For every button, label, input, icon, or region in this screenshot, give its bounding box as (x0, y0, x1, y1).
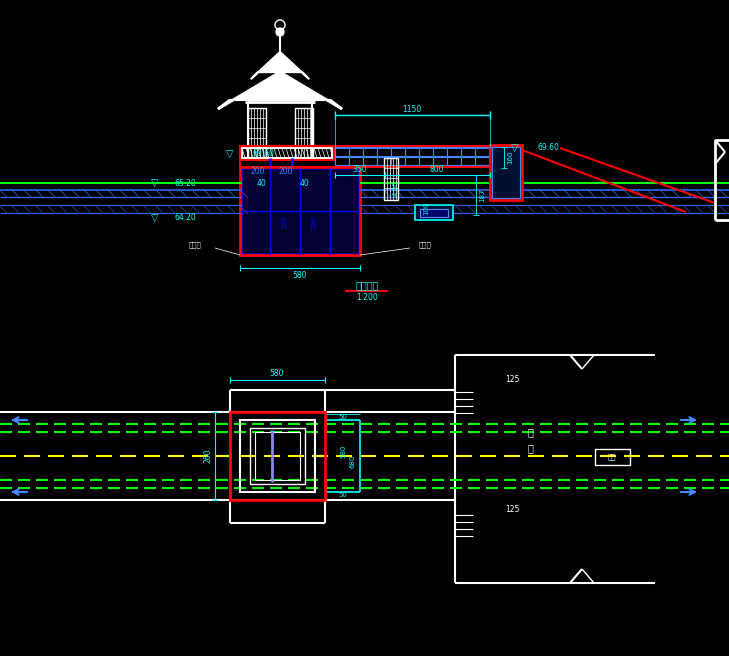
Text: 125: 125 (504, 375, 519, 384)
Bar (420, 209, 448, 217)
Text: 50: 50 (338, 492, 348, 498)
Bar (255, 432, 300, 480)
Text: 4.00: 4.00 (393, 180, 399, 195)
Text: 40: 40 (257, 178, 267, 188)
Bar (240, 167, 360, 255)
Bar (248, 108, 266, 158)
Circle shape (276, 28, 284, 36)
Text: 69.60: 69.60 (253, 150, 275, 159)
Text: 粗砂层: 粗砂层 (418, 241, 432, 249)
Polygon shape (251, 52, 309, 79)
Text: 50: 50 (338, 414, 348, 420)
Bar (490, 145, 522, 200)
Text: 125: 125 (504, 506, 519, 514)
Bar (230, 412, 325, 500)
Bar (295, 108, 313, 158)
Text: 纵断面图: 纵断面图 (355, 280, 379, 290)
Text: 1150: 1150 (402, 104, 421, 113)
Text: 40: 40 (300, 178, 310, 188)
Text: ▽: ▽ (226, 149, 234, 159)
Text: ▽: ▽ (511, 143, 519, 153)
Text: 泵: 泵 (527, 427, 533, 437)
Bar (240, 146, 334, 160)
Text: 200: 200 (282, 215, 288, 229)
Bar (415, 205, 453, 220)
Text: 260: 260 (203, 449, 212, 463)
Text: 1:200: 1:200 (356, 293, 378, 302)
Text: ▽: ▽ (151, 178, 159, 188)
Bar (250, 428, 305, 484)
Text: 64.20: 64.20 (175, 213, 197, 222)
Text: 69.60: 69.60 (538, 144, 560, 152)
Text: 65.20: 65.20 (175, 178, 197, 188)
Text: 580: 580 (340, 444, 346, 458)
Bar (242, 148, 332, 158)
Text: 580: 580 (270, 369, 284, 379)
Text: 580: 580 (293, 270, 307, 279)
Text: 680: 680 (350, 454, 356, 468)
Polygon shape (218, 72, 342, 109)
Bar (240, 420, 315, 492)
Text: 160: 160 (507, 150, 513, 164)
Text: 187: 187 (479, 188, 485, 202)
Bar (492, 147, 520, 198)
Text: 800: 800 (430, 165, 444, 173)
Text: ▽: ▽ (151, 213, 159, 223)
Text: 100: 100 (423, 201, 429, 215)
Text: 200: 200 (312, 215, 318, 229)
Bar (384, 158, 398, 200)
Text: 房: 房 (527, 443, 533, 453)
Text: 200: 200 (278, 167, 293, 176)
Bar (242, 169, 358, 253)
Bar (595, 449, 630, 465)
Text: 200: 200 (251, 167, 265, 176)
Text: 350: 350 (353, 165, 367, 173)
Text: 调节: 调节 (608, 454, 616, 461)
Text: 粗砂层: 粗砂层 (189, 241, 201, 249)
